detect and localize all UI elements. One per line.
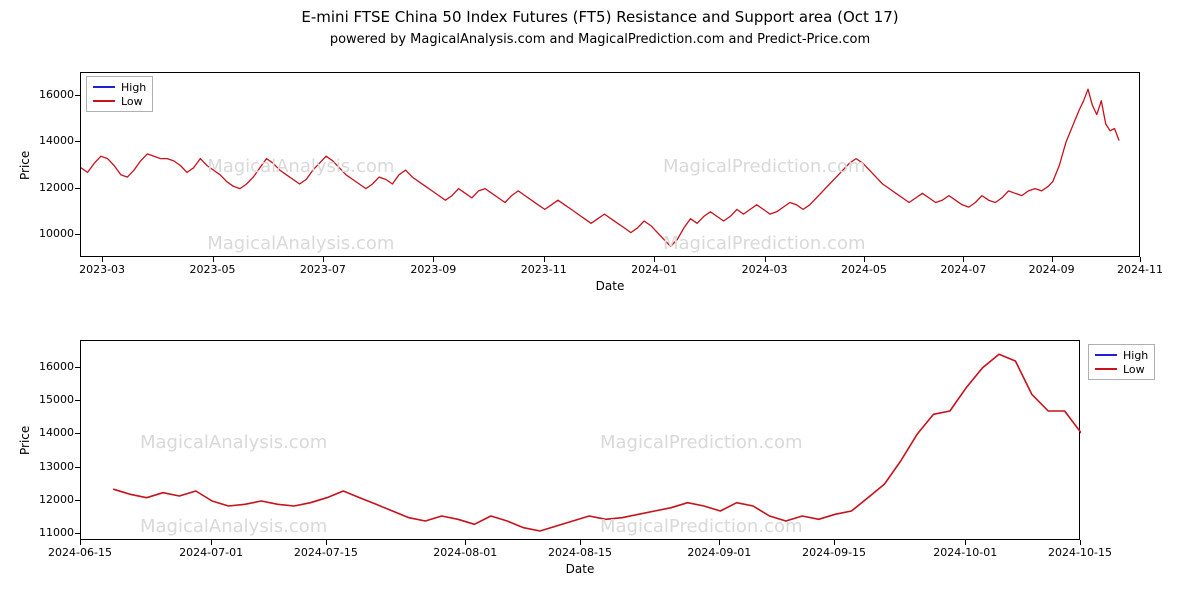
xtick-label: 2024-11 [1117,263,1163,276]
legend-item: Low [1095,362,1148,376]
legend-label: Low [1123,363,1145,376]
xtick-label: 2024-09-15 [802,546,866,559]
xlabel-top: Date [80,279,1140,293]
xtick-label: 2023-05 [190,263,236,276]
xtick-label: 2024-01 [631,263,677,276]
chart-panel-top [80,72,1140,257]
legend-swatch [1095,368,1117,370]
legend-top: HighLow [86,76,153,112]
xtick-label: 2024-10-15 [1048,546,1112,559]
ylabel-bottom: Price [18,426,32,455]
ytick-label: 12000 [24,493,74,506]
legend-label: Low [121,95,143,108]
xtick-label: 2024-09-01 [687,546,751,559]
chart-svg-bottom [81,341,1081,541]
xtick-label: 2023-09 [410,263,456,276]
ytick-label: 11000 [24,526,74,539]
legend-label: High [121,81,146,94]
ytick-label: 15000 [24,393,74,406]
xtick-label: 2024-08-01 [433,546,497,559]
xtick-label: 2023-11 [521,263,567,276]
xtick-label: 2024-05 [841,263,887,276]
legend-swatch [1095,354,1117,356]
chart-svg-top [81,73,1141,258]
ytick-label: 14000 [24,134,74,147]
xtick-label: 2024-10-01 [933,546,997,559]
ytick-label: 10000 [24,227,74,240]
xtick-label: 2024-07-01 [179,546,243,559]
figure: E-mini FTSE China 50 Index Futures (FT5)… [0,0,1200,600]
legend-item: Low [93,94,146,108]
chart-subtitle: powered by MagicalAnalysis.com and Magic… [0,32,1200,47]
xtick-label: 2024-08-15 [548,546,612,559]
legend-item: High [93,80,146,94]
chart-panel-bottom [80,340,1080,540]
ytick-label: 12000 [24,181,74,194]
ytick-label: 16000 [24,360,74,373]
xtick-label: 2024-09 [1029,263,1075,276]
legend-label: High [1123,349,1148,362]
xtick-label: 2024-07 [940,263,986,276]
legend-swatch [93,86,115,88]
ytick-label: 13000 [24,460,74,473]
ytick-label: 16000 [24,88,74,101]
xtick-label: 2023-07 [300,263,346,276]
xtick-label: 2024-07-15 [294,546,358,559]
legend-item: High [1095,348,1148,362]
xtick-label: 2023-03 [79,263,125,276]
xtick-label: 2024-03 [742,263,788,276]
ylabel-top: Price [18,150,32,179]
legend-bottom: HighLow [1088,344,1155,380]
legend-swatch [93,100,115,102]
chart-title: E-mini FTSE China 50 Index Futures (FT5)… [0,8,1200,26]
xlabel-bottom: Date [80,562,1080,576]
xtick-label: 2024-06-15 [48,546,112,559]
